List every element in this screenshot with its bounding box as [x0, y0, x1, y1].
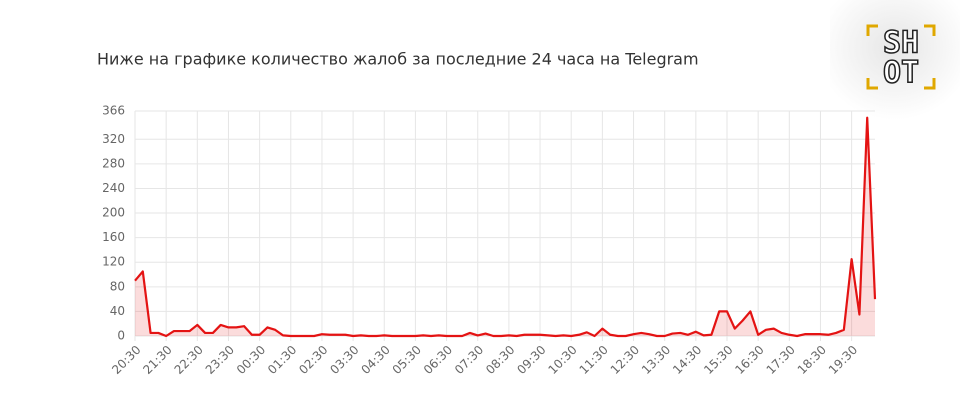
x-tick-label: 06:30	[421, 343, 455, 377]
chart-title: Ниже на графике количество жалоб за посл…	[97, 50, 699, 69]
x-tick-label: 00:30	[234, 343, 268, 377]
x-tick-label: 19:30	[826, 343, 860, 377]
x-tick-label: 07:30	[452, 343, 486, 377]
y-tick-label: 366	[102, 104, 125, 118]
y-tick-label: 40	[110, 304, 125, 318]
x-tick-label: 22:30	[172, 343, 206, 377]
logo: SH OT	[882, 25, 920, 92]
line	[134, 116, 877, 338]
x-tick-label: 04:30	[358, 343, 392, 377]
x-tick-label: 15:30	[701, 343, 735, 377]
y-tick-label: 280	[102, 156, 125, 170]
area-fill	[135, 117, 875, 336]
x-tick-label: 17:30	[764, 343, 798, 377]
y-tick-label: 0	[117, 329, 125, 343]
y-tick-label: 200	[102, 206, 125, 220]
logo-background	[830, 0, 960, 120]
x-tick-label: 20:30	[109, 343, 143, 377]
x-tick-label: 21:30	[140, 343, 174, 377]
x-tick-label: 08:30	[483, 343, 517, 377]
x-tick-label: 05:30	[390, 343, 424, 377]
y-tick-label: 80	[110, 279, 125, 293]
logo-corners	[866, 24, 936, 90]
x-tick-label: 14:30	[670, 343, 704, 377]
x-tick-label: 13:30	[639, 343, 673, 377]
x-tick-label: 10:30	[545, 343, 579, 377]
x-tick-label: 23:30	[203, 343, 237, 377]
x-tick-label: 03:30	[327, 343, 361, 377]
x-tick-label: 11:30	[577, 343, 611, 377]
x-tick-label: 16:30	[732, 343, 766, 377]
logo-text: SH	[883, 26, 919, 61]
x-tick-label: 01:30	[265, 343, 299, 377]
logo-text: OT	[883, 56, 919, 91]
y-tick-label: 320	[102, 132, 125, 146]
x-tick-label: 09:30	[514, 343, 548, 377]
x-tick-label: 12:30	[608, 343, 642, 377]
y-tick-label: 240	[102, 181, 125, 195]
x-tick-label: 02:30	[296, 343, 330, 377]
y-tick-label: 120	[102, 255, 125, 269]
x-tick-label: 18:30	[795, 343, 829, 377]
y-tick-label: 160	[102, 230, 125, 244]
